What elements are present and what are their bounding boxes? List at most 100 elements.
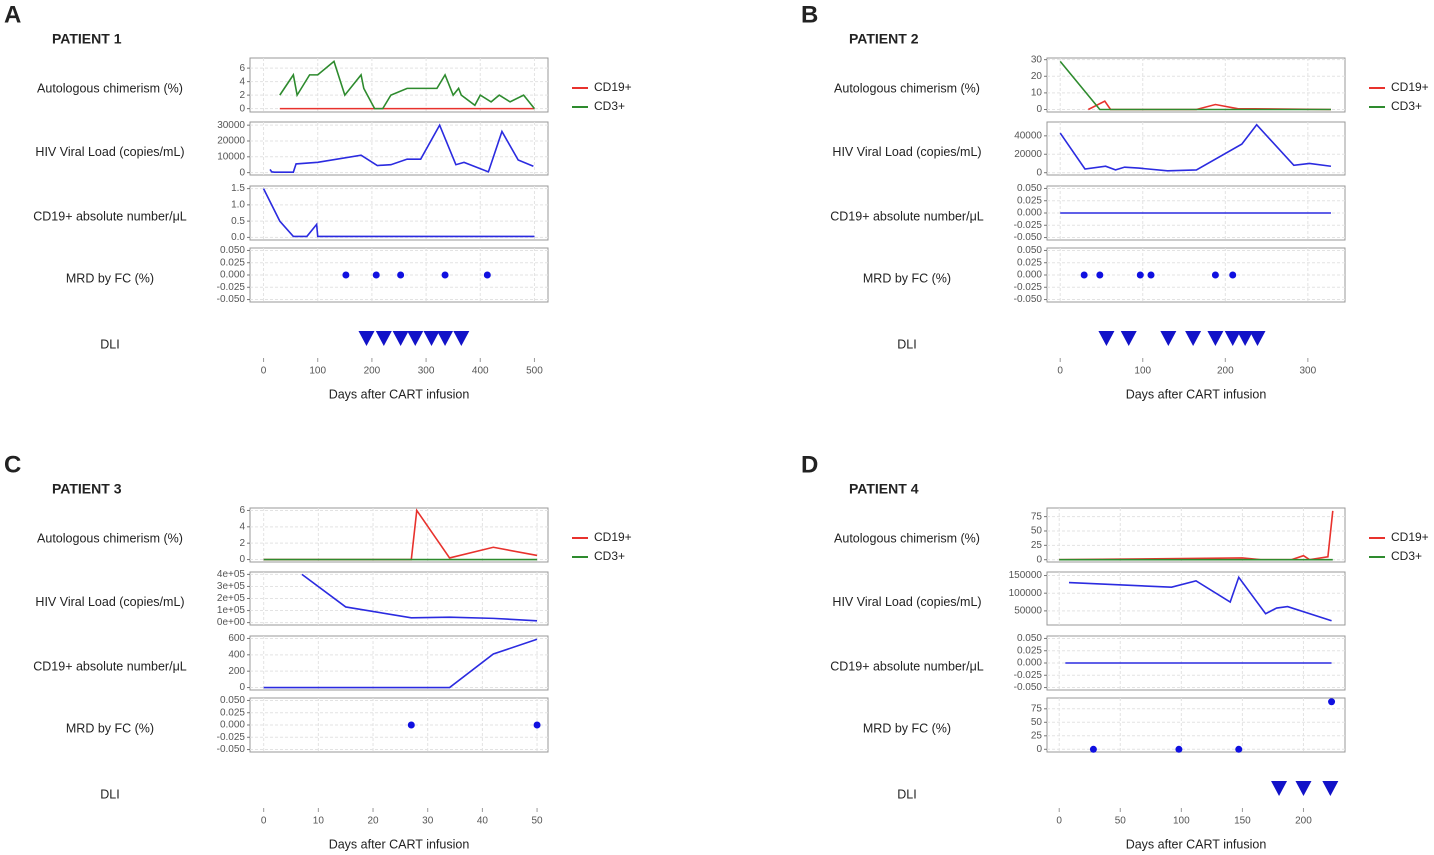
row-label: CD19+ absolute number/μL [33,659,187,673]
x-tick-label: 400 [472,366,489,377]
panel-letter: A [4,1,21,28]
y-tick-label: -0.025 [1014,670,1043,681]
y-tick-label: 0.5 [231,216,245,227]
y-tick-label: 0.050 [1017,245,1042,256]
data-line [269,123,534,173]
y-tick-label: 50 [1031,526,1043,537]
y-tick-label: 6 [239,63,245,74]
row-label: DLI [100,337,119,351]
row-label: Autologous chimerism (%) [834,531,980,545]
x-tick-label: 0 [1056,816,1062,827]
row-label: CD19+ absolute number/μL [33,209,187,223]
x-tick-label: 50 [1115,816,1127,827]
y-tick-label: 20000 [1014,149,1042,160]
y-tick-label: 2 [239,538,245,549]
x-tick-label: 200 [364,366,381,377]
row-label: CD19+ absolute number/μL [830,209,984,223]
y-tick-label: 0.000 [1017,208,1042,219]
row-label: HIV Viral Load (copies/mL) [832,145,981,159]
y-tick-label: 75 [1031,511,1043,522]
plot-box [249,571,549,626]
y-tick-label: 150000 [1009,570,1043,581]
data-point [1096,271,1104,279]
x-tick-label: 50 [532,816,544,827]
plot-box [249,57,549,113]
x-tick-label: 200 [1217,366,1234,377]
y-tick-label: 0 [1036,554,1042,565]
row-label: Autologous chimerism (%) [37,531,183,545]
x-tick-label: 150 [1234,816,1251,827]
y-tick-label: 6 [239,505,245,516]
y-tick-label: 50000 [1014,606,1042,617]
plot-box [1046,121,1346,176]
y-tick-label: 0 [239,103,245,114]
y-tick-label: 0 [239,554,245,565]
data-point [342,271,350,279]
y-tick-label: 0 [239,167,245,178]
dli-marker [1120,331,1137,346]
legend-label: CD19+ [594,530,632,544]
panel-title: PATIENT 1 [52,31,122,47]
y-tick-label: 200 [228,666,245,677]
y-tick-label: 0.000 [1017,658,1042,669]
y-tick-label: 0 [1036,744,1042,755]
panel-title: PATIENT 2 [849,31,919,47]
y-tick-label: 75 [1031,703,1043,714]
data-line [263,638,538,689]
data-point [441,271,449,279]
y-tick-label: 0.025 [220,257,245,268]
row-label: Autologous chimerism (%) [37,81,183,95]
y-tick-label: 2 [239,90,245,101]
dli-marker [1249,331,1266,346]
dli-marker [358,331,375,346]
x-tick-label: 300 [418,366,435,377]
x-tick-label: 0 [261,366,267,377]
x-axis-label: Days after CART infusion [1126,837,1267,851]
row-label: DLI [897,337,916,351]
x-tick-label: 300 [1300,366,1317,377]
panel-letter: C [4,451,21,478]
data-point [372,271,380,279]
data-point [1080,271,1088,279]
dli-marker [407,331,424,346]
dli-marker [1271,781,1288,796]
dli-marker [1322,781,1339,796]
y-tick-label: 0 [1036,167,1042,178]
y-tick-label: -0.025 [1014,220,1043,231]
y-tick-label: -0.025 [217,282,246,293]
x-tick-label: 100 [1134,366,1151,377]
data-point [1136,271,1144,279]
data-point [1147,271,1155,279]
legend-label: CD19+ [1391,530,1429,544]
y-tick-label: 100000 [1009,588,1043,599]
x-tick-label: 0 [261,816,267,827]
dli-marker [1237,331,1254,346]
plot-box [1046,697,1346,753]
y-tick-label: 10 [1031,88,1043,99]
row-label: DLI [897,787,916,801]
y-tick-label: -0.050 [217,744,246,755]
data-line [279,60,536,110]
x-axis-label: Days after CART infusion [329,387,470,401]
y-tick-label: 600 [228,633,245,644]
x-axis-label: Days after CART infusion [1126,387,1267,401]
y-tick-label: 1.5 [231,183,245,194]
legend-label: CD3+ [594,99,625,113]
data-point [1089,745,1097,753]
dli-marker [1185,331,1202,346]
y-tick-label: 1.0 [231,200,245,211]
data-point [407,721,415,729]
x-tick-label: 40 [477,816,489,827]
plot-box [249,697,549,753]
dli-marker [1224,331,1241,346]
y-tick-label: 0.000 [220,270,245,281]
row-label: MRD by FC (%) [863,271,951,285]
data-point [1229,271,1237,279]
y-tick-label: -0.050 [1014,294,1043,305]
dli-marker [1207,331,1224,346]
y-tick-label: 0.025 [1017,645,1042,656]
y-tick-label: 0.000 [220,720,245,731]
row-label: HIV Viral Load (copies/mL) [35,595,184,609]
dli-marker [1295,781,1312,796]
